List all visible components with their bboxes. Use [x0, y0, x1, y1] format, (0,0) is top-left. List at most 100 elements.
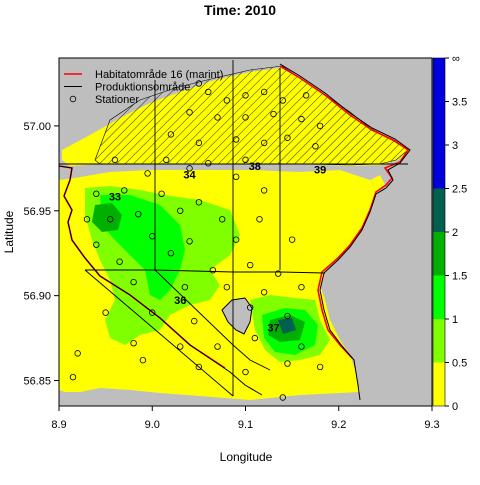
station-point	[177, 207, 184, 214]
chart-title: Time: 2010	[204, 2, 276, 18]
colorbar-tick-label: ∞	[452, 53, 460, 65]
station-point	[260, 139, 268, 147]
station-point	[218, 216, 226, 223]
station-point	[232, 173, 240, 181]
station-point	[246, 304, 254, 311]
station-point	[204, 88, 212, 96]
colorbar-tick-label: 2.5	[452, 184, 467, 196]
colorbar-bin	[433, 188, 445, 232]
station-point	[232, 136, 240, 143]
station-point	[186, 109, 193, 116]
station-point	[149, 233, 156, 240]
x-tick-label: 8.9	[51, 419, 66, 431]
station-point	[214, 343, 221, 350]
y-tick-label: 57.00	[23, 121, 51, 133]
colorbar-bin	[433, 362, 445, 406]
station-point	[251, 334, 259, 342]
x-axis-label: Longitude	[220, 450, 273, 464]
station-point	[223, 97, 231, 104]
colorbar-tick-label: 3.5	[452, 97, 467, 109]
x-tick-label: 9.0	[145, 419, 160, 431]
station-point	[260, 88, 268, 96]
y-axis-label: Latitude	[2, 210, 16, 253]
y-tick-label: 56.95	[23, 206, 51, 218]
station-point	[135, 210, 142, 218]
station-point	[107, 216, 114, 223]
station-point	[116, 258, 123, 265]
station-point	[270, 110, 277, 118]
station-point	[177, 343, 184, 350]
station-point	[209, 266, 217, 274]
station-point	[302, 92, 310, 99]
station-point	[130, 339, 137, 347]
station-point	[242, 156, 249, 164]
station-point	[298, 343, 305, 350]
station-point	[274, 270, 282, 277]
colorbar-bin	[433, 232, 445, 276]
station-point	[298, 115, 305, 123]
station-point	[167, 250, 175, 257]
station-point	[181, 283, 189, 291]
area-label: 37	[267, 322, 279, 334]
station-point	[242, 368, 249, 376]
station-point	[284, 360, 291, 367]
colorbar-tick-label: 3	[452, 140, 458, 152]
station-point	[93, 190, 100, 198]
coastline	[59, 63, 411, 401]
colorbar-tick-label: 0.5	[452, 358, 467, 370]
colorbar-bin	[433, 319, 445, 363]
station-point	[316, 363, 324, 371]
y-tick-label: 56.90	[23, 291, 51, 303]
stations-layer	[69, 80, 324, 401]
area-label: 34	[183, 170, 196, 182]
colorbar-tick-label: 0	[452, 401, 458, 413]
area-label: 36	[174, 295, 186, 307]
station-point	[288, 236, 296, 243]
colorbar-bin	[433, 58, 445, 189]
station-point	[186, 165, 193, 172]
legend-label: Produktionsområde	[95, 82, 190, 94]
station-point	[74, 350, 81, 357]
station-point	[163, 156, 170, 164]
station-point	[191, 317, 198, 325]
legend-label: Stationer	[95, 94, 139, 106]
station-point	[246, 261, 254, 269]
station-point	[186, 238, 193, 245]
station-point	[144, 170, 151, 177]
station-point	[223, 283, 231, 291]
station-point	[242, 114, 249, 121]
station-point	[316, 122, 324, 130]
area-label: 38	[249, 161, 261, 173]
station-point	[204, 160, 212, 167]
station-point	[139, 356, 147, 364]
legend-label: Habitatområde 16 (marint)	[95, 69, 223, 81]
station-point	[195, 139, 203, 147]
x-tick-label: 9.2	[331, 419, 346, 431]
island	[221, 297, 253, 335]
station-point	[260, 289, 268, 296]
station-point	[279, 97, 286, 104]
station-point	[298, 283, 305, 291]
station-point	[130, 278, 137, 286]
x-tick-label: 9.1	[238, 419, 253, 431]
y-tick-label: 56.85	[23, 376, 51, 388]
station-point	[312, 143, 319, 150]
area-label: 39	[314, 164, 326, 176]
station-point	[195, 363, 203, 371]
legend: Habitatområde 16 (marint)Produktionsområ…	[64, 69, 223, 106]
station-point	[158, 190, 165, 198]
y-axis: 56.85 56.90 56.95 57.00	[23, 121, 59, 388]
colorbar: 0 0.5 1 1.5 2 2.5 3 3.5 ∞	[432, 53, 467, 413]
value-zone-1-1.5	[100, 195, 185, 300]
value-zone-1.5-2	[92, 203, 122, 232]
station-point	[195, 199, 203, 206]
station-point	[279, 394, 286, 401]
colorbar-bin	[433, 275, 445, 319]
map-layer: 33 34 38 39 36 37	[59, 58, 432, 406]
station-point	[214, 114, 221, 121]
station-point	[111, 156, 119, 164]
value-zone-2-2.5	[278, 318, 296, 334]
colorbar-tick-label: 1	[452, 314, 458, 326]
